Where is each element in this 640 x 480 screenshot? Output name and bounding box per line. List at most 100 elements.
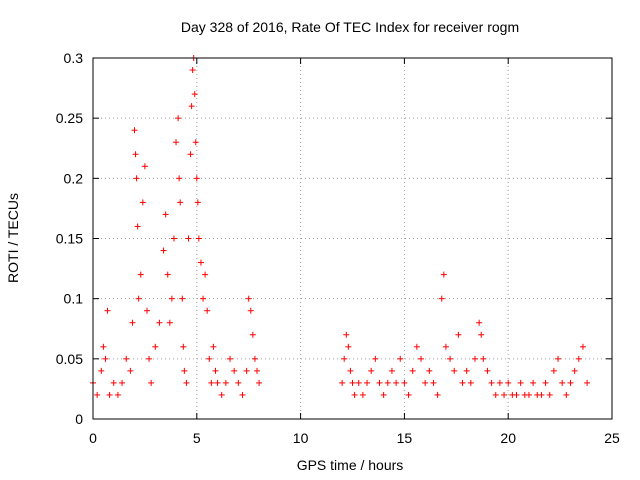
data-point	[192, 139, 199, 146]
data-point	[98, 367, 105, 374]
y-tick-label: 0.05	[56, 351, 83, 367]
data-point	[206, 355, 213, 362]
data-point	[249, 331, 256, 338]
data-point	[376, 379, 383, 386]
data-point	[251, 355, 258, 362]
chart-title: Day 328 of 2016, Rate Of TEC Index for r…	[181, 19, 519, 35]
data-point	[430, 379, 437, 386]
data-point	[359, 391, 366, 398]
plot-frame	[92, 57, 613, 420]
data-point	[256, 379, 263, 386]
data-point	[341, 355, 348, 362]
data-point	[550, 367, 557, 374]
y-tick-label: 0.15	[56, 231, 83, 247]
y-tick-label: 0.1	[64, 291, 84, 307]
data-point	[380, 391, 387, 398]
data-point	[571, 367, 578, 374]
data-point	[181, 367, 188, 374]
data-point	[137, 271, 144, 278]
data-point	[188, 103, 195, 110]
data-point	[555, 355, 562, 362]
data-point	[127, 367, 134, 374]
data-point	[492, 391, 499, 398]
data-point	[488, 379, 495, 386]
data-point	[197, 259, 204, 266]
data-point	[347, 367, 354, 374]
data-point	[349, 379, 356, 386]
data-point	[114, 391, 121, 398]
data-point	[139, 199, 146, 206]
data-point	[467, 379, 474, 386]
data-point	[227, 355, 234, 362]
data-point	[496, 379, 503, 386]
data-point	[409, 367, 416, 374]
data-point	[579, 343, 586, 350]
data-point	[204, 307, 211, 314]
data-point	[525, 391, 532, 398]
data-point	[401, 379, 408, 386]
data-point	[183, 379, 190, 386]
data-point	[245, 295, 252, 302]
x-tick-label: 10	[293, 430, 309, 446]
data-point	[102, 355, 109, 362]
y-tick-label: 0.2	[64, 170, 84, 186]
data-point	[146, 355, 153, 362]
data-point	[231, 367, 238, 374]
data-point	[162, 211, 169, 218]
data-point	[104, 307, 111, 314]
data-point	[393, 379, 400, 386]
data-point	[480, 355, 487, 362]
data-point	[141, 163, 148, 170]
data-point	[148, 379, 155, 386]
data-point	[368, 367, 375, 374]
data-point	[110, 379, 117, 386]
data-point	[418, 355, 425, 362]
data-point	[563, 391, 570, 398]
data-point	[176, 175, 183, 182]
data-point	[254, 367, 261, 374]
data-point	[243, 367, 250, 374]
data-point	[434, 391, 441, 398]
data-point	[397, 355, 404, 362]
data-point	[123, 355, 130, 362]
data-points	[90, 55, 591, 398]
data-point	[194, 199, 201, 206]
data-point	[339, 379, 346, 386]
data-point	[567, 379, 574, 386]
data-point	[222, 379, 229, 386]
data-point	[343, 331, 350, 338]
data-point	[478, 331, 485, 338]
data-point	[187, 151, 194, 158]
data-point	[505, 379, 512, 386]
data-point	[235, 379, 242, 386]
data-point	[440, 271, 447, 278]
data-point	[501, 391, 508, 398]
data-point	[131, 127, 138, 134]
data-point	[208, 379, 215, 386]
data-point	[476, 319, 483, 326]
data-point	[559, 379, 566, 386]
data-point	[175, 115, 182, 122]
data-point	[135, 295, 142, 302]
data-point	[170, 235, 177, 242]
x-tick-label: 5	[193, 430, 201, 446]
data-point	[166, 319, 173, 326]
data-point	[191, 91, 198, 98]
y-tick-label: 0.3	[64, 50, 84, 66]
data-point	[422, 379, 429, 386]
data-point	[513, 391, 520, 398]
data-point	[247, 307, 254, 314]
data-point	[177, 199, 184, 206]
data-point	[455, 331, 462, 338]
x-tick-label: 15	[397, 430, 413, 446]
data-point	[100, 343, 107, 350]
data-point	[447, 355, 454, 362]
data-point	[168, 295, 175, 302]
x-tick-label: 25	[604, 430, 620, 446]
data-point	[185, 235, 192, 242]
data-point	[106, 391, 113, 398]
data-point	[119, 379, 126, 386]
data-point	[239, 391, 246, 398]
data-point	[575, 355, 582, 362]
